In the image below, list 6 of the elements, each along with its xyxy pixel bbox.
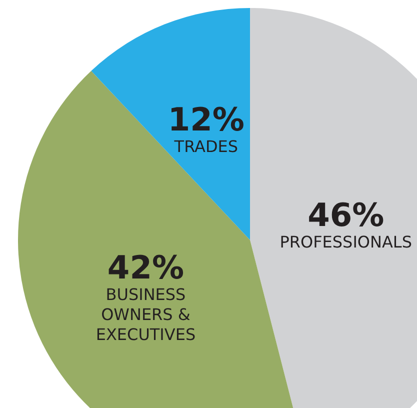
- slice-label: BUSINESS OWNERS & EXECUTIVES: [96, 284, 196, 344]
- slice-label: PROFESSIONALS: [280, 232, 412, 252]
- slice-label: TRADES: [173, 136, 238, 156]
- data-label: 42%: [107, 248, 184, 286]
- data-label: 46%: [308, 196, 384, 234]
- data-label: 12%: [168, 100, 244, 138]
